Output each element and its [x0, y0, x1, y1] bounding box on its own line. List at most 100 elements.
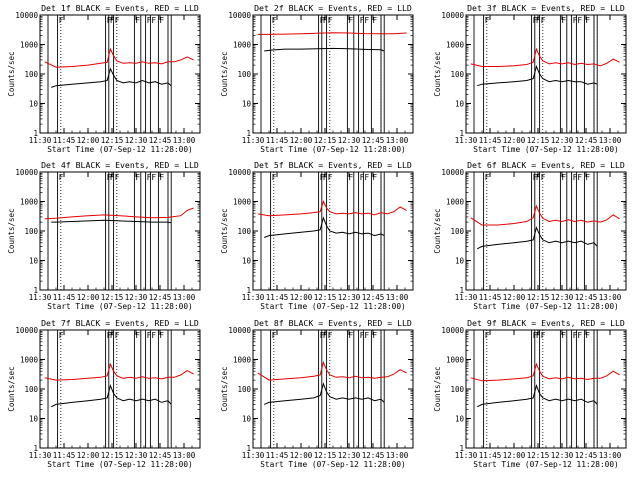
y-axis-label: Counts/sec: [220, 208, 229, 253]
f-marker-label: F: [561, 16, 566, 25]
f-marker-label: F: [323, 16, 328, 25]
x-tick-label: 12:45: [575, 293, 598, 302]
f-marker-label: F: [110, 331, 115, 340]
events-series-line: [476, 226, 598, 250]
f-marker-label: F: [159, 173, 164, 182]
x-tick-label: 12:30: [125, 293, 148, 302]
x-tick-label: 11:30: [242, 136, 265, 145]
x-tick-label: 13:00: [386, 451, 409, 460]
y-tick-label: 1: [459, 286, 464, 295]
f-marker-label: F: [135, 331, 140, 340]
y-tick-label: 100: [24, 227, 38, 236]
x-tick-label: 12:15: [314, 136, 337, 145]
f-marker-label: F: [320, 16, 325, 25]
y-tick-label: 1000: [446, 356, 465, 365]
f-marker-label: F: [533, 16, 538, 25]
f-marker-label: F: [110, 173, 115, 182]
x-tick-label: 12:45: [149, 136, 172, 145]
events-series-line: [264, 216, 385, 238]
f-marker-label: F: [272, 331, 277, 340]
x-tick-label: 11:45: [53, 451, 76, 460]
events-series-line: [51, 219, 172, 224]
f-marker-label: F: [272, 173, 277, 182]
f-marker-label: F: [364, 331, 369, 340]
x-tick-label: 12:00: [503, 136, 526, 145]
f-marker-label: F: [107, 173, 112, 182]
x-tick-label: 12:15: [527, 293, 550, 302]
x-axis-label: Start Time (07-Sep-12 11:28:00): [47, 460, 193, 469]
f-marker-label: F: [115, 16, 120, 25]
f-marker-label: F: [272, 16, 277, 25]
f-marker-label: F: [328, 16, 333, 25]
lld-series-line: [470, 362, 620, 382]
y-tick-label: 10: [242, 415, 252, 424]
x-tick-label: 13:00: [599, 136, 622, 145]
lld-series-line: [470, 204, 620, 226]
x-tick-label: 12:15: [314, 451, 337, 460]
f-marker-label: F: [585, 173, 590, 182]
y-tick-label: 10000: [15, 168, 38, 177]
x-tick-label: 12:30: [338, 293, 361, 302]
x-tick-label: 13:00: [386, 293, 409, 302]
y-axis-label: Counts/sec: [220, 51, 229, 96]
f-marker-label: F: [561, 331, 566, 340]
y-tick-label: 10: [455, 100, 465, 109]
x-axis-label: Start Time (07-Sep-12 11:28:00): [260, 460, 406, 469]
y-tick-label: 1: [246, 129, 251, 138]
x-tick-label: 12:30: [551, 136, 574, 145]
x-tick-label: 11:45: [266, 136, 289, 145]
y-tick-label: 100: [237, 385, 251, 394]
f-marker-label: F: [577, 16, 582, 25]
f-marker-label: F: [323, 331, 328, 340]
x-tick-label: 12:45: [362, 293, 385, 302]
y-tick-label: 10: [455, 257, 465, 266]
x-axis-label: Start Time (07-Sep-12 11:28:00): [473, 460, 619, 469]
y-axis-label: Counts/sec: [433, 366, 442, 411]
x-tick-label: 12:15: [101, 293, 124, 302]
f-marker-label: F: [541, 331, 546, 340]
x-tick-label: 12:00: [290, 293, 313, 302]
x-tick-label: 13:00: [599, 293, 622, 302]
y-tick-label: 10000: [441, 326, 464, 335]
x-tick-label: 12:00: [503, 451, 526, 460]
y-tick-label: 10000: [228, 168, 251, 177]
f-marker-label: F: [364, 16, 369, 25]
x-tick-label: 12:30: [338, 451, 361, 460]
x-tick-label: 11:45: [266, 293, 289, 302]
lld-series-line: [44, 47, 194, 68]
y-tick-label: 1: [33, 444, 38, 453]
f-marker-label: F: [348, 173, 353, 182]
y-tick-label: 1000: [20, 356, 39, 365]
x-tick-label: 11:45: [479, 451, 502, 460]
f-marker-label: F: [159, 331, 164, 340]
y-tick-label: 1000: [20, 198, 39, 207]
panel-title: Det 8f BLACK = Events, RED = LLD: [254, 318, 412, 328]
x-tick-label: 13:00: [173, 293, 196, 302]
panel-title: Det 2f BLACK = Events, RED = LLD: [254, 3, 412, 13]
lld-series-line: [257, 32, 407, 35]
y-tick-label: 10000: [441, 168, 464, 177]
f-marker-label: F: [348, 331, 353, 340]
x-tick-label: 12:45: [149, 451, 172, 460]
x-tick-label: 12:45: [575, 451, 598, 460]
y-tick-label: 100: [450, 385, 464, 394]
x-tick-label: 11:30: [29, 451, 52, 460]
lld-series-line: [44, 362, 194, 381]
f-marker-label: F: [536, 16, 541, 25]
f-marker-label: F: [577, 331, 582, 340]
y-axis-label: Counts/sec: [220, 366, 229, 411]
f-marker-label: F: [561, 173, 566, 182]
f-marker-label: F: [372, 173, 377, 182]
x-tick-label: 13:00: [599, 451, 622, 460]
f-marker-label: F: [59, 331, 64, 340]
y-tick-label: 10: [455, 415, 465, 424]
lld-series-line: [257, 200, 407, 217]
x-tick-label: 12:30: [551, 293, 574, 302]
f-marker-label: F: [485, 173, 490, 182]
x-tick-label: 12:30: [551, 451, 574, 460]
